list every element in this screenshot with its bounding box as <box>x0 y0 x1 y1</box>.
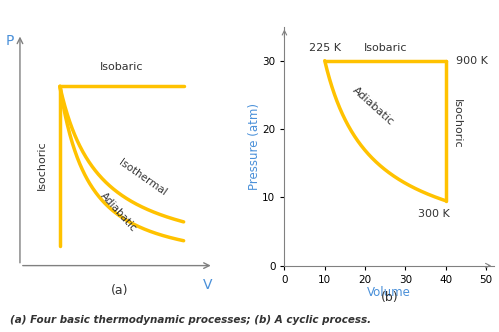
Text: (b): (b) <box>380 291 398 304</box>
Text: V: V <box>203 278 213 291</box>
Text: Adiabatic: Adiabatic <box>350 85 396 127</box>
Text: Isochoric: Isochoric <box>37 140 47 190</box>
Text: Adiabatic: Adiabatic <box>98 191 138 234</box>
Text: Isobaric: Isobaric <box>100 62 144 72</box>
Y-axis label: Pressure (atm): Pressure (atm) <box>248 103 261 190</box>
Text: Isochoric: Isochoric <box>452 99 462 149</box>
Text: Isothermal: Isothermal <box>117 158 168 198</box>
Text: P: P <box>6 34 14 48</box>
Text: (a): (a) <box>111 284 129 297</box>
Text: 225 K: 225 K <box>309 42 341 52</box>
Text: Isobaric: Isobaric <box>363 42 407 52</box>
Text: (a) Four basic thermodynamic processes; (b) A cyclic process.: (a) Four basic thermodynamic processes; … <box>10 315 371 325</box>
Text: 900 K: 900 K <box>456 56 488 66</box>
Text: 300 K: 300 K <box>418 209 450 219</box>
X-axis label: Volume: Volume <box>367 286 411 299</box>
